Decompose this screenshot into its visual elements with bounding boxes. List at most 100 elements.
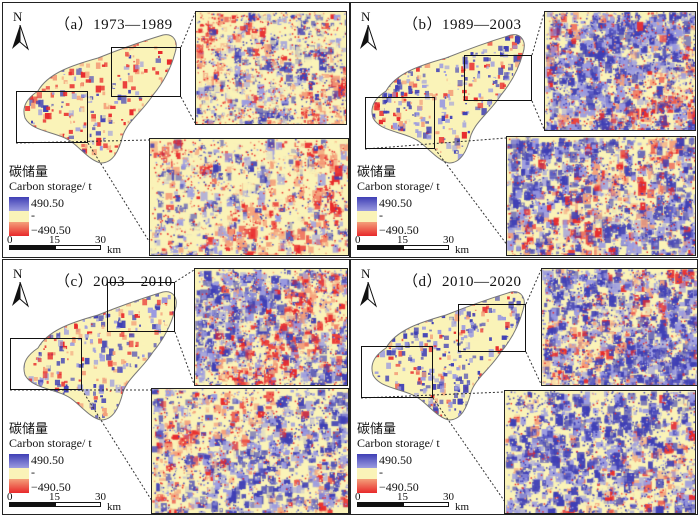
- map-panel-c: N （c）2003—2010 碳储量 Carbon storage/ t 490…: [2, 259, 350, 515]
- legend-max-label: 490.50: [379, 196, 412, 210]
- scale-tick-15: 15: [397, 234, 408, 246]
- legend-title-cn: 碳储量: [9, 164, 49, 179]
- north-label: N: [361, 9, 371, 24]
- inset-frame-east: [464, 55, 532, 101]
- legend-swatch-low: [357, 222, 377, 236]
- study-area-outline: [371, 34, 525, 164]
- legend-mid-label: -: [31, 465, 35, 479]
- inset-frame-east: [111, 47, 181, 97]
- scale-tick-0: 0: [355, 234, 361, 246]
- legend-title-en: Carbon storage/ t: [357, 436, 440, 450]
- scale-tick-30: 30: [95, 234, 106, 246]
- scale-unit: km: [107, 501, 122, 513]
- inset-connector-line: [81, 389, 160, 513]
- legend-title-cn: 碳储量: [357, 164, 397, 179]
- map-panel-b: N （b）1989—2003 碳储量 Carbon storage/ t 490…: [350, 2, 698, 258]
- map-panel-a: N （a）1973—1989 碳储量 Carbon storage/ t 490…: [2, 2, 350, 258]
- scale-segment-2: [403, 245, 449, 250]
- legend-swatch-high: [357, 197, 377, 211]
- scale-bar: 0 15 30 km: [355, 491, 495, 514]
- overview-map: [364, 12, 545, 255]
- inset-frame-west: [365, 97, 435, 149]
- zoom-inset-west: [504, 390, 696, 514]
- panel-title: （d）2010—2020: [403, 274, 522, 290]
- scale-bar: 0 15 30 km: [7, 234, 147, 257]
- legend-swatch-low: [9, 222, 29, 236]
- inset-connector-line: [180, 12, 196, 48]
- scale-tick-0: 0: [7, 491, 13, 503]
- legend: 碳储量 Carbon storage/ t 490.50 - −490.50: [9, 161, 144, 241]
- north-label: N: [13, 266, 23, 281]
- scale-unit: km: [107, 244, 122, 256]
- legend: 碳储量 Carbon storage/ t 490.50 - −490.50: [357, 161, 492, 241]
- legend-swatch-mid: [9, 211, 29, 222]
- legend-swatch-low: [357, 479, 377, 493]
- legend: 碳储量 Carbon storage/ t 490.50 - −490.50: [357, 418, 492, 498]
- inset-frame-east: [458, 304, 526, 352]
- legend-title-cn: 碳储量: [357, 421, 397, 436]
- legend-title-cn: 碳储量: [9, 421, 49, 436]
- legend-max-label: 490.50: [31, 196, 64, 210]
- north-label: N: [361, 266, 371, 281]
- legend-swatch-high: [357, 454, 377, 468]
- north-arrow-icon: [360, 282, 377, 308]
- legend-swatch-low: [9, 479, 29, 493]
- scale-segment-1: [357, 502, 403, 507]
- study-area-outline: [23, 34, 177, 164]
- scale-unit: km: [455, 501, 470, 513]
- legend-swatch-high: [9, 197, 29, 211]
- inset-connector-line: [174, 331, 195, 385]
- scale-tick-15: 15: [49, 491, 60, 503]
- zoom-inset-west: [149, 138, 349, 256]
- scale-segment-1: [357, 245, 403, 250]
- legend-min-label: −490.50: [31, 223, 71, 237]
- scale-tick-15: 15: [49, 234, 60, 246]
- legend-swatch-mid: [9, 468, 29, 479]
- legend-title-en: Carbon storage/ t: [9, 436, 92, 450]
- panel-title: （b）1989—2003: [403, 17, 522, 33]
- inset-connector-line: [87, 142, 158, 255]
- scale-segment-2: [55, 502, 101, 507]
- overview-map: [10, 269, 195, 513]
- north-arrow-icon: [12, 25, 29, 51]
- scale-segment-2: [55, 245, 101, 250]
- legend-mid-label: -: [31, 208, 35, 222]
- zoom-inset-east: [195, 11, 347, 125]
- inset-connector-line: [174, 269, 195, 283]
- inset-connector-line: [525, 351, 542, 385]
- legend-min-label: −490.50: [379, 480, 419, 494]
- scale-segment-1: [9, 502, 55, 507]
- inset-connector-line: [434, 148, 515, 255]
- inset-frame-west: [10, 338, 82, 390]
- panel-title: （a）1973—1989: [55, 17, 173, 33]
- scale-tick-15: 15: [397, 491, 408, 503]
- study-area-outline: [371, 291, 525, 421]
- inset-connector-line: [531, 100, 545, 130]
- zoom-inset-east: [544, 11, 696, 131]
- scale-unit: km: [455, 244, 470, 256]
- north-arrow-icon: [12, 282, 29, 308]
- inset-connector-line: [364, 137, 507, 150]
- legend: 碳储量 Carbon storage/ t 490.50 - −490.50: [9, 418, 144, 498]
- legend-title-en: Carbon storage/ t: [9, 179, 92, 193]
- inset-frame-west: [361, 346, 433, 398]
- zoom-inset-west: [506, 136, 696, 256]
- scale-tick-0: 0: [7, 234, 13, 246]
- inset-connector-line: [180, 96, 196, 124]
- legend-title-en: Carbon storage/ t: [357, 179, 440, 193]
- legend-swatch-mid: [357, 211, 377, 222]
- legend-max-label: 490.50: [31, 453, 64, 467]
- zoom-inset-west: [151, 388, 349, 514]
- legend-max-label: 490.50: [379, 453, 412, 467]
- legend-swatch-high: [9, 454, 29, 468]
- legend-min-label: −490.50: [379, 223, 419, 237]
- legend-mid-label: -: [379, 465, 383, 479]
- map-panel-d: N （d）2010—2020 碳储量 Carbon storage/ t 490…: [350, 259, 698, 515]
- scale-bar: 0 15 30 km: [355, 234, 495, 257]
- inset-connector-line: [525, 269, 542, 305]
- north-label: N: [13, 9, 23, 24]
- scale-segment-2: [403, 502, 449, 507]
- north-arrow-icon: [360, 25, 377, 51]
- overview-map: [15, 12, 196, 255]
